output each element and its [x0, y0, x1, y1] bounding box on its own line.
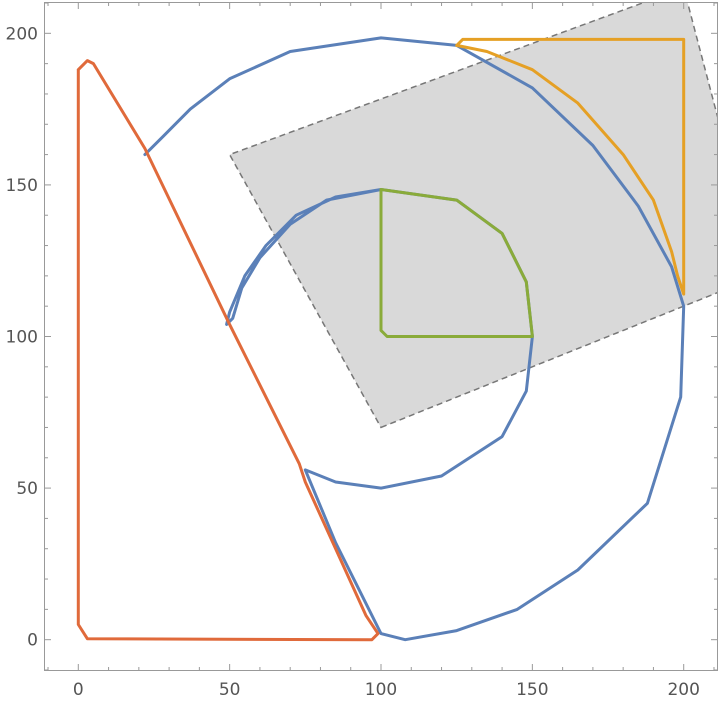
series-line-2	[76, 59, 380, 642]
x-tick-label: 0	[73, 680, 84, 700]
series-line-4	[379, 188, 534, 338]
x-tick-label: 200	[667, 680, 699, 700]
shaded-rectangle	[228, 3, 717, 429]
y-axis: 0 50 100 150 200	[6, 24, 38, 650]
y-tick-label: 200	[6, 24, 38, 44]
axis-ticks	[45, 2, 717, 671]
series-line-3	[455, 37, 686, 296]
y-tick-label: 50	[16, 479, 38, 499]
y-tick-label: 0	[27, 631, 38, 651]
series-line-1	[143, 36, 686, 642]
x-axis: 0 50 100 150 200	[73, 680, 700, 700]
x-tick-label: 50	[219, 680, 241, 700]
x-tick-label: 100	[365, 680, 397, 700]
plot-area	[76, 3, 717, 642]
x-tick-label: 150	[516, 680, 548, 700]
y-tick-label: 150	[6, 176, 38, 196]
y-tick-label: 100	[6, 328, 38, 348]
plot-frame	[44, 2, 718, 671]
